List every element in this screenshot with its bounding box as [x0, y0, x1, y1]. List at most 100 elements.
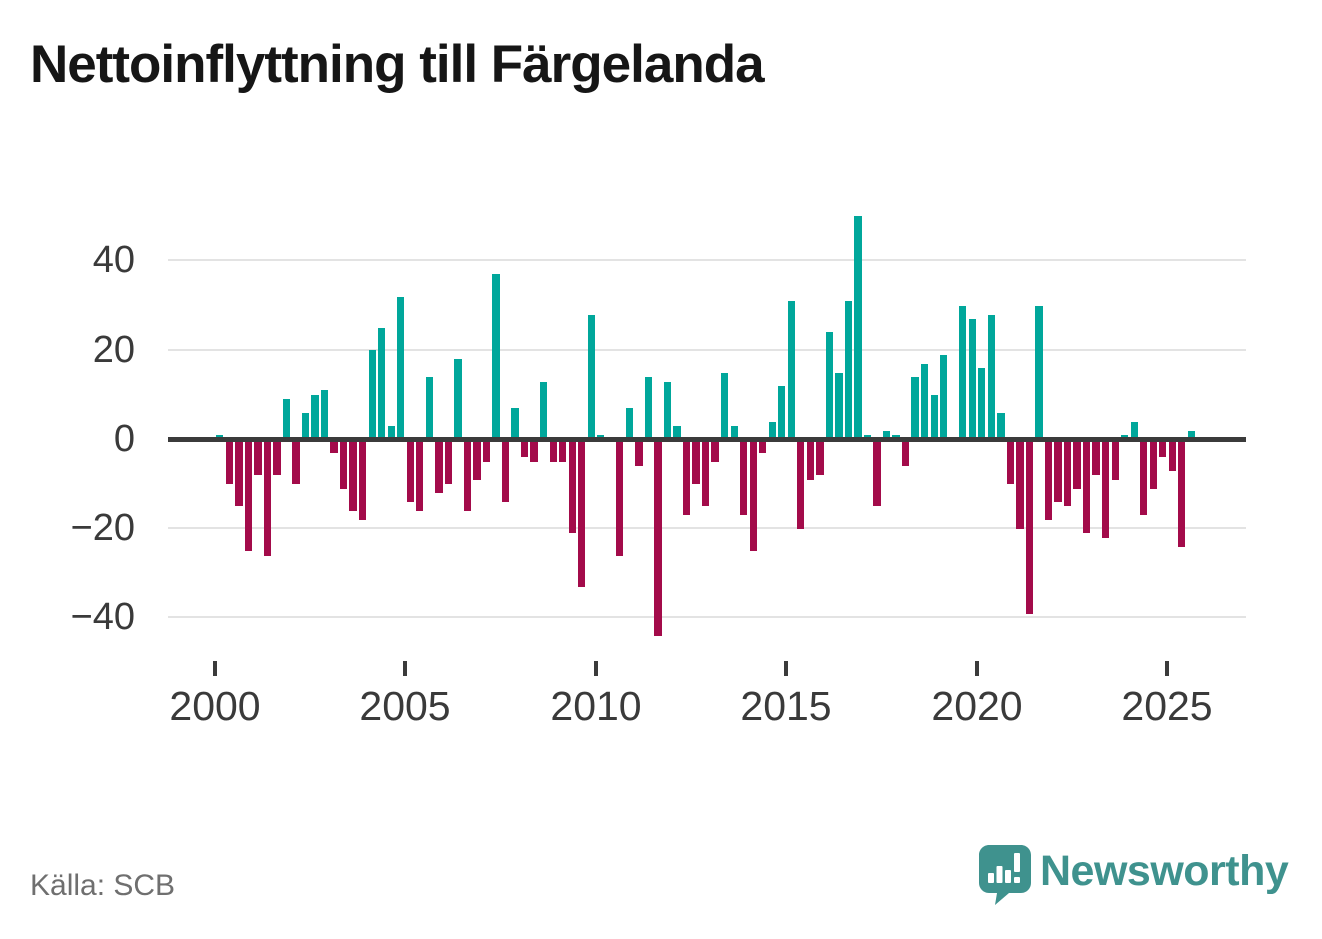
- bar-2004-q3: [387, 426, 395, 440]
- bar-2009-q4: [587, 314, 595, 440]
- bar-2013-q3: [730, 426, 738, 440]
- bar-2005-q3: [425, 377, 434, 440]
- bar-2015-q2: [797, 439, 805, 529]
- x-tick-2010: [594, 661, 598, 676]
- bar-2015-q3: [806, 439, 815, 480]
- bar-2008-q3: [540, 381, 548, 440]
- bar-2012-q1: [673, 426, 681, 440]
- bar-2017-q3: [882, 430, 891, 440]
- bar-2017-q2: [873, 439, 881, 507]
- bar-2003-q1: [330, 439, 338, 453]
- brand-name: Newsworthy: [1040, 847, 1289, 895]
- zero-baseline: [168, 437, 1246, 442]
- bar-2018-q3: [921, 363, 929, 440]
- bar-2021-q2: [1025, 439, 1034, 614]
- gridline-40: [168, 259, 1246, 261]
- bar-2014-q2: [759, 439, 767, 453]
- bar-2022-q2: [1063, 439, 1072, 507]
- bar-2008-q2: [530, 439, 538, 462]
- x-tick-2015: [784, 661, 788, 676]
- bar-2023-q2: [1101, 439, 1110, 538]
- chart-title: Nettoinflyttning till Färgelanda: [30, 35, 765, 94]
- y-axis-label-minus-40: −40: [70, 596, 135, 638]
- bar-2020-q2: [987, 314, 995, 440]
- gridline-20: [168, 349, 1246, 351]
- bar-2015-q4: [816, 439, 824, 476]
- bar-2013-q1: [711, 439, 719, 462]
- y-axis-label-20: 20: [92, 329, 135, 371]
- bar-2002-q4: [320, 390, 329, 440]
- bar-2005-q4: [435, 439, 443, 494]
- bar-2023-q3: [1111, 439, 1119, 480]
- bar-2011-q1: [635, 439, 643, 467]
- bar-2020-q3: [997, 412, 1005, 440]
- x-tick-2025: [1165, 661, 1169, 676]
- bar-2008-q4: [549, 439, 557, 462]
- bar-2016-q3: [844, 301, 853, 440]
- x-tick-2000: [213, 661, 217, 676]
- y-axis-label-minus-20: −20: [70, 507, 135, 549]
- bar-2018-q1: [901, 439, 910, 467]
- bar-2016-q4: [854, 216, 862, 440]
- bar-2002-q1: [292, 439, 300, 485]
- x-axis-label-2020: 2020: [931, 683, 1023, 729]
- bar-2010-q3: [616, 439, 624, 556]
- bar-2006-q2: [454, 359, 462, 440]
- bar-2024-q3: [1149, 439, 1157, 489]
- source-note: Källa: SCB: [30, 869, 176, 902]
- y-axis-label-40: 40: [92, 239, 135, 281]
- bar-2011-q4: [663, 381, 672, 440]
- bar-2022-q1: [1054, 439, 1062, 502]
- bar-2007-q2: [492, 274, 500, 440]
- bar-2006-q1: [444, 439, 453, 485]
- bar-2001-q2: [263, 439, 272, 556]
- x-axis-label-2005: 2005: [359, 683, 451, 729]
- bar-2005-q1: [406, 439, 414, 502]
- bar-2007-q4: [511, 408, 519, 440]
- bar-2014-q4: [778, 385, 786, 440]
- bar-2016-q1: [825, 332, 834, 440]
- bar-2022-q3: [1073, 439, 1081, 489]
- bar-2001-q3: [273, 439, 281, 476]
- bar-2025-q1: [1168, 439, 1176, 471]
- bar-2012-q3: [692, 439, 700, 485]
- bar-2001-q4: [282, 399, 291, 440]
- bar-2008-q1: [520, 439, 529, 458]
- bar-2000-q4: [244, 439, 253, 552]
- bar-2004-q4: [397, 296, 405, 440]
- bar-2024-q4: [1159, 439, 1167, 458]
- bar-2014-q1: [749, 439, 757, 552]
- bar-2002-q3: [311, 394, 319, 440]
- gridline-minus-20: [168, 527, 1246, 529]
- bar-2003-q2: [339, 439, 348, 489]
- newsworthy-speech-bubble-chart-icon: [977, 843, 1033, 912]
- bar-2024-q2: [1140, 439, 1148, 516]
- bar-2016-q2: [835, 372, 843, 440]
- bar-2013-q4: [740, 439, 748, 516]
- bar-2001-q1: [254, 439, 262, 476]
- x-axis-label-2010: 2010: [550, 683, 642, 729]
- x-tick-2005: [403, 661, 407, 676]
- bar-2006-q3: [463, 439, 472, 511]
- bar-2018-q4: [930, 394, 938, 440]
- bar-2020-q1: [978, 368, 986, 440]
- bar-2025-q3: [1187, 430, 1196, 440]
- bar-2004-q1: [368, 350, 376, 440]
- bar-2006-q4: [473, 439, 481, 480]
- bar-2020-q4: [1006, 439, 1015, 485]
- bar-2009-q2: [568, 439, 576, 534]
- bar-2003-q4: [359, 439, 367, 520]
- bar-2004-q2: [378, 327, 386, 440]
- bar-2011-q3: [654, 439, 662, 636]
- bar-2000-q3: [235, 439, 243, 507]
- bar-2014-q3: [768, 421, 776, 440]
- bar-2012-q2: [682, 439, 691, 516]
- bar-2013-q2: [720, 372, 729, 440]
- bar-2010-q4: [625, 408, 634, 440]
- bar-2019-q4: [968, 319, 976, 440]
- bar-2012-q4: [701, 439, 710, 507]
- bar-2025-q2: [1178, 439, 1186, 547]
- bar-2015-q1: [787, 301, 795, 440]
